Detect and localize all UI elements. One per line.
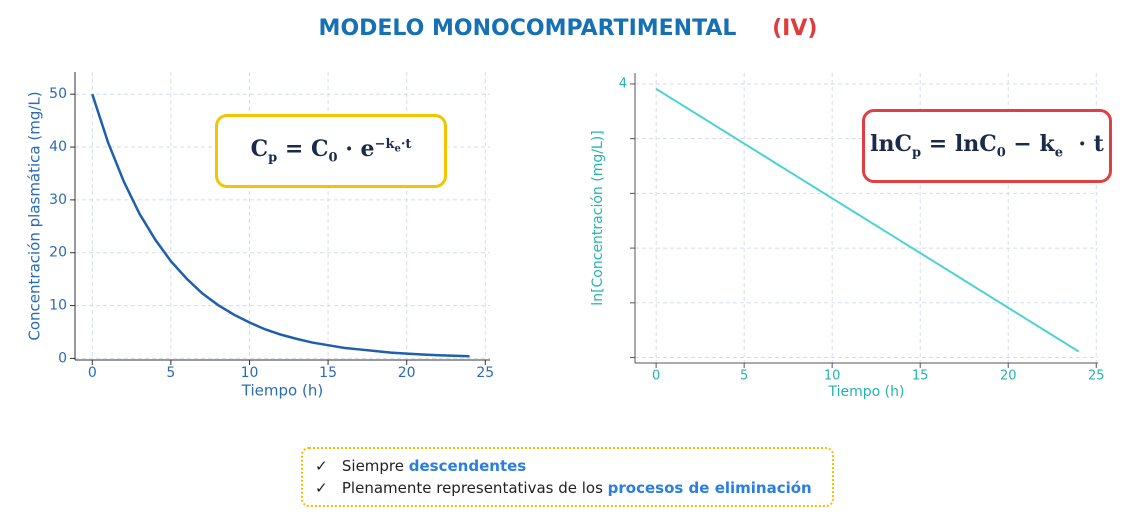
x-tick-label: 10 <box>824 369 841 384</box>
x-tick-label: 25 <box>1088 369 1105 384</box>
title-tag: (IV) <box>772 16 818 41</box>
y-tick-label: 40 <box>49 139 67 155</box>
f-part: = C <box>277 136 329 163</box>
x-tick-label: 15 <box>319 365 337 381</box>
x-tick-label: 15 <box>912 369 929 384</box>
x-axis-label: Tiempo (h) <box>828 384 905 400</box>
f-part: C <box>250 136 269 163</box>
f-part: · t <box>1063 131 1104 158</box>
y-axis-label: ln[Concentración (mg/L)] <box>590 130 606 305</box>
formula-box: Cp = C0 · e−ke·t <box>215 114 447 188</box>
y-tick-label: 30 <box>49 192 67 208</box>
bullet: ✓ Siempre descendentes <box>315 457 527 475</box>
x-tick-label: 5 <box>166 365 175 381</box>
f-part: ·t <box>400 136 412 152</box>
y-tick-label: 0 <box>58 350 67 366</box>
f-part: lnC <box>870 131 912 158</box>
f-part: −k <box>374 136 395 152</box>
f-part: · e <box>337 136 375 163</box>
y-tick-label: 10 <box>49 298 67 314</box>
formula: lnCp = lnC0 − ke · t <box>870 131 1104 160</box>
y-axis-label: Concentración plasmática (mg/L) <box>26 91 44 340</box>
bullet-highlight: descendentes <box>408 457 527 475</box>
bullet-highlight: procesos de eliminación <box>607 479 812 497</box>
f-part: = lnC <box>921 131 997 158</box>
f-part: 0 <box>328 150 338 166</box>
y-tick-label: 4 <box>619 76 627 91</box>
x-tick-label: 0 <box>652 369 660 384</box>
bullet-text: Siempre <box>341 457 409 475</box>
f-part: 0 <box>996 145 1006 161</box>
title: MODELO MONOCOMPARTIMENTAL <box>318 16 737 41</box>
f-part: e <box>394 143 401 155</box>
f-part: e <box>1054 145 1064 161</box>
title-bar: MODELO MONOCOMPARTIMENTAL (IV) <box>0 16 1136 41</box>
f-part: p <box>912 145 922 161</box>
y-tick-label: 50 <box>49 86 67 102</box>
y-tick-label: 20 <box>49 245 67 261</box>
formula-box: lnCp = lnC0 − ke · t <box>862 109 1112 183</box>
bullet: ✓ Plenamente representativas de los proc… <box>315 479 812 497</box>
f-part: − k <box>1005 131 1055 158</box>
f-part: p <box>268 150 278 166</box>
x-tick-label: 25 <box>476 365 494 381</box>
x-tick-label: 20 <box>398 365 416 381</box>
data-line <box>91 93 470 358</box>
x-axis-label: Tiempo (h) <box>241 382 323 400</box>
bullet-text: Plenamente representativas de los <box>341 479 608 497</box>
x-tick-label: 10 <box>241 365 259 381</box>
bullet-box: ✓ Siempre descendentes ✓ Plenamente repr… <box>301 447 834 507</box>
x-tick-label: 0 <box>88 365 97 381</box>
data-line <box>655 88 1080 353</box>
x-tick-label: 5 <box>740 369 748 384</box>
x-tick-label: 20 <box>1000 369 1017 384</box>
formula: Cp = C0 · e−ke·t <box>251 136 412 165</box>
